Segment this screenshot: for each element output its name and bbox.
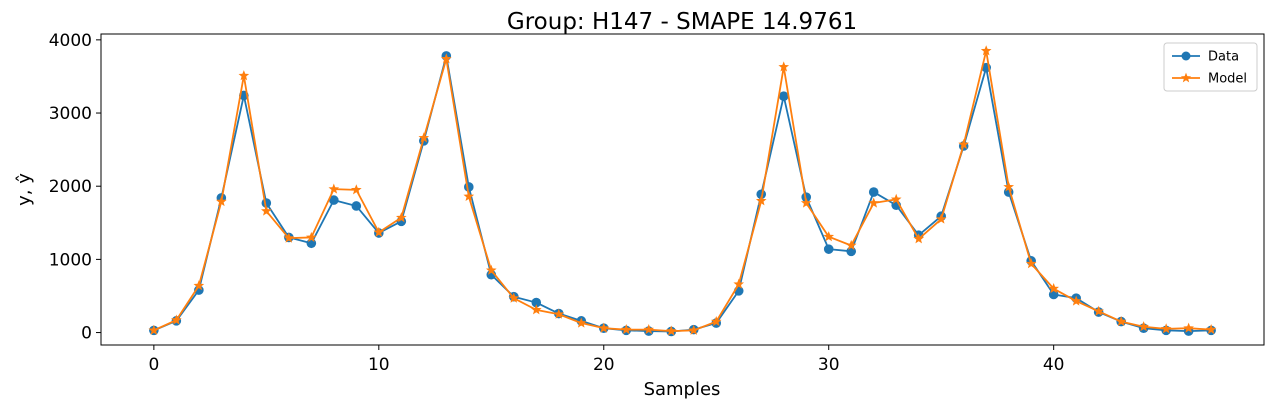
x-tick-label: 20: [593, 355, 615, 375]
model-point: [733, 278, 745, 289]
model-point: [395, 212, 407, 223]
model-point: [216, 195, 227, 207]
model-point: [620, 324, 632, 335]
data-point: [868, 187, 879, 197]
data-point: [778, 91, 789, 101]
x-tick-label: 0: [148, 355, 159, 375]
model-point: [1048, 283, 1059, 294]
model-point: [148, 324, 160, 335]
model-point: [193, 280, 205, 291]
model-point: [778, 61, 790, 72]
x-axis-ticks: 0 10 20 30 40: [148, 345, 1064, 375]
plot-area: [101, 34, 1264, 345]
y-axis-label: y, ŷ: [14, 173, 35, 206]
chart-title: Group: H147 - SMAPE 14.9761: [507, 9, 857, 35]
legend: Data Model: [1163, 42, 1258, 92]
x-tick-label: 40: [1043, 355, 1065, 375]
legend-item-model: Model: [1172, 72, 1247, 87]
model-point: [553, 308, 565, 319]
data-point: [801, 192, 812, 202]
y-axis-ticks: 0 1000 2000 3000 4000: [49, 31, 101, 344]
model-point: [868, 197, 880, 208]
x-tick-label: 10: [368, 355, 390, 375]
model-point: [958, 138, 970, 150]
model-point: [1183, 322, 1194, 333]
legend-marker: [1181, 51, 1191, 61]
data-point: [531, 297, 542, 308]
plot-frame: [100, 33, 1265, 346]
data-point: [846, 246, 857, 257]
data-point: [463, 182, 474, 192]
model-point: [1025, 258, 1037, 269]
y-tick-label: 3000: [49, 104, 92, 124]
x-tick-label: 30: [818, 355, 840, 375]
model-point: [688, 324, 700, 335]
legend-marker: [1180, 72, 1192, 83]
model-point: [1160, 323, 1172, 334]
model-point: [373, 226, 385, 237]
model-point: [485, 264, 497, 275]
model-point: [1138, 321, 1149, 332]
model-point: [935, 213, 947, 224]
legend-label: Data: [1208, 50, 1239, 65]
model-point: [1115, 315, 1127, 327]
model-point: [575, 317, 587, 328]
model-point: [845, 239, 857, 251]
model-point: [328, 183, 340, 194]
model-point: [710, 315, 722, 327]
model-point: [1003, 181, 1015, 192]
model-point: [913, 233, 925, 244]
model-point: [283, 232, 295, 243]
series-line-model: [153, 49, 1212, 333]
model-point: [306, 231, 317, 242]
model-point: [755, 195, 767, 206]
x-axis-label: Samples: [644, 379, 721, 400]
model-point: [1070, 295, 1082, 306]
data-point: [306, 238, 317, 249]
series-layer: [148, 45, 1217, 337]
model-point: [823, 231, 835, 242]
data-point: [329, 195, 339, 205]
y-tick-label: 0: [81, 324, 92, 344]
model-point: [440, 53, 452, 64]
y-tick-label: 4000: [49, 31, 92, 51]
model-point: [890, 193, 902, 204]
model-point: [418, 132, 430, 143]
y-tick-label: 1000: [49, 250, 92, 270]
model-point: [171, 314, 182, 325]
model-point: [980, 45, 992, 56]
model-point: [463, 190, 475, 201]
model-point: [1093, 305, 1104, 316]
data-point: [823, 244, 834, 254]
legend-label: Model: [1208, 72, 1247, 87]
y-tick-label: 2000: [49, 177, 92, 197]
data-point: [351, 201, 362, 211]
legend-item-data: Data: [1172, 50, 1239, 65]
model-point: [350, 184, 362, 195]
model-point: [1205, 324, 1217, 335]
series-model: [148, 45, 1217, 336]
model-point: [598, 322, 610, 333]
model-point: [665, 325, 677, 336]
model-point: [530, 304, 542, 315]
model-point: [508, 292, 520, 303]
model-point: [800, 197, 812, 208]
model-point: [238, 70, 250, 81]
model-point: [643, 324, 655, 335]
model-point: [261, 205, 272, 216]
